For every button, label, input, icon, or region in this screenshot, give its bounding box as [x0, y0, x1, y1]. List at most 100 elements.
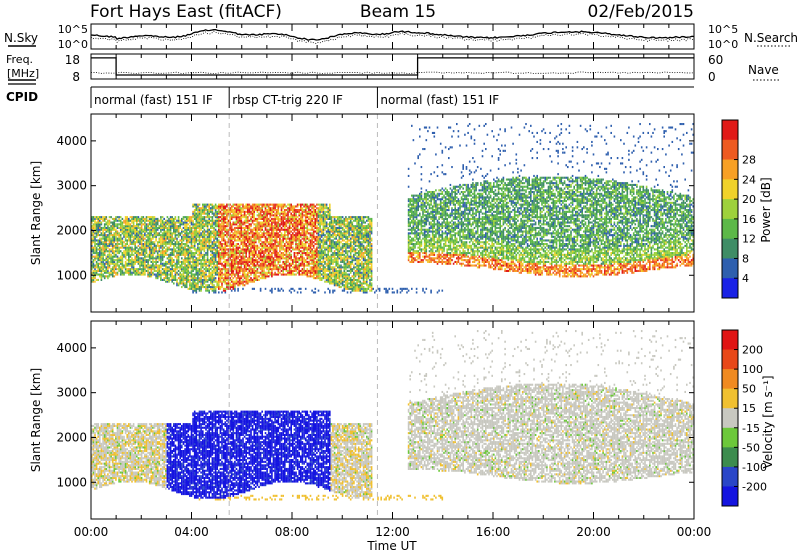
heatmap-cell [292, 223, 294, 226]
heatmap-cell [229, 248, 231, 251]
heatmap-cell [126, 223, 128, 226]
heatmap-cell [166, 235, 169, 238]
heatmap-cell [182, 284, 185, 287]
heatmap-cell [304, 246, 307, 249]
heatmap-cell [171, 260, 173, 263]
heatmap-cell [153, 244, 156, 247]
heatmap-cell [259, 289, 262, 292]
heatmap-cell [116, 255, 119, 258]
heatmap-cell [218, 230, 220, 233]
heatmap-cell [300, 239, 302, 242]
heatmap-cell [226, 260, 228, 263]
heatmap-cell [94, 277, 96, 280]
heatmap-cell [189, 221, 191, 224]
heatmap-cell [153, 260, 156, 263]
heatmap-cell [322, 225, 325, 228]
heatmap-cell [121, 237, 124, 240]
heatmap-cell [187, 219, 190, 222]
heatmap-cell [166, 248, 169, 251]
heatmap-cell [320, 278, 323, 281]
heatmap-cell [181, 219, 183, 222]
heatmap-cell [263, 264, 265, 267]
heatmap-cell [230, 252, 233, 255]
heatmap-cell [288, 210, 291, 213]
heatmap-cell [242, 203, 244, 206]
heatmap-cell [214, 207, 217, 210]
heatmap-cell [296, 244, 299, 247]
heatmap-cell [309, 273, 312, 276]
heatmap-cell [224, 243, 227, 246]
heatmap-cell [137, 255, 140, 258]
heatmap-cell [140, 248, 143, 251]
heatmap-cell [115, 235, 117, 238]
station-title: Fort Hays East (fitACF) [90, 2, 282, 22]
heatmap-cell [325, 253, 328, 256]
heatmap-cell [322, 210, 325, 213]
heatmap-cell [206, 280, 209, 283]
heatmap-cell [103, 223, 106, 226]
heatmap-cell [253, 205, 255, 208]
heatmap-cell [240, 262, 243, 265]
heatmap-cell [95, 266, 98, 269]
heatmap-cell [205, 275, 207, 278]
heatmap-cell [304, 209, 307, 212]
heatmap-cell [218, 235, 220, 238]
heatmap-cell [100, 239, 103, 242]
heatmap-cell [213, 212, 215, 215]
heatmap-cell [176, 228, 178, 231]
heatmap-cell [327, 278, 329, 281]
heatmap-cell [210, 225, 212, 228]
heatmap-cell [189, 260, 191, 263]
heatmap-cell [123, 221, 125, 224]
heatmap-cell [136, 273, 138, 276]
heatmap-cell [290, 262, 292, 265]
heatmap-cell [173, 260, 175, 263]
heatmap-cell [173, 237, 175, 240]
heatmap-cell [190, 277, 193, 280]
heatmap-cell [222, 268, 225, 271]
heatmap-cell [227, 207, 230, 210]
heatmap-cell [184, 282, 186, 285]
heatmap-cell [152, 216, 154, 219]
heatmap-cell [200, 266, 202, 269]
heatmap-cell [280, 207, 283, 210]
heatmap-cell [210, 237, 212, 240]
heatmap-cell [218, 207, 220, 210]
heatmap-cell [134, 234, 136, 237]
heatmap-cell [235, 235, 238, 238]
heatmap-cell [290, 223, 292, 226]
heatmap-cell [245, 243, 247, 246]
heatmap-cell [317, 203, 320, 206]
heatmap-cell [285, 255, 288, 258]
heatmap-cell [272, 228, 275, 231]
heatmap-cell [250, 243, 252, 246]
heatmap-cell [288, 252, 291, 255]
heatmap-cell [238, 235, 241, 238]
heatmap-cell [245, 275, 247, 278]
heatmap-cell [288, 217, 291, 220]
heatmap-cell [275, 266, 278, 269]
heatmap-cell [163, 252, 165, 255]
heatmap-cell [285, 252, 288, 255]
heatmap-cell [218, 250, 220, 253]
heatmap-cell [213, 214, 215, 217]
heatmap-cell [304, 248, 307, 251]
heatmap-cell [269, 225, 272, 228]
heatmap-cell [293, 259, 296, 262]
heatmap-cell [208, 235, 210, 238]
heatmap-cell [251, 205, 254, 208]
heatmap-cell [232, 253, 235, 256]
heatmap-cell [234, 280, 236, 283]
heatmap-cell [250, 259, 252, 262]
heatmap-cell [219, 216, 222, 219]
heatmap-cell [329, 248, 331, 251]
heatmap-cell [208, 232, 210, 235]
heatmap-cell [153, 248, 156, 251]
heatmap-cell [229, 209, 231, 212]
heatmap-cell [248, 241, 251, 244]
heatmap-cell [131, 232, 133, 235]
heatmap-cell [177, 216, 180, 219]
heatmap-cell [325, 203, 328, 206]
heatmap-cell [319, 234, 321, 237]
heatmap-cell [181, 250, 183, 253]
